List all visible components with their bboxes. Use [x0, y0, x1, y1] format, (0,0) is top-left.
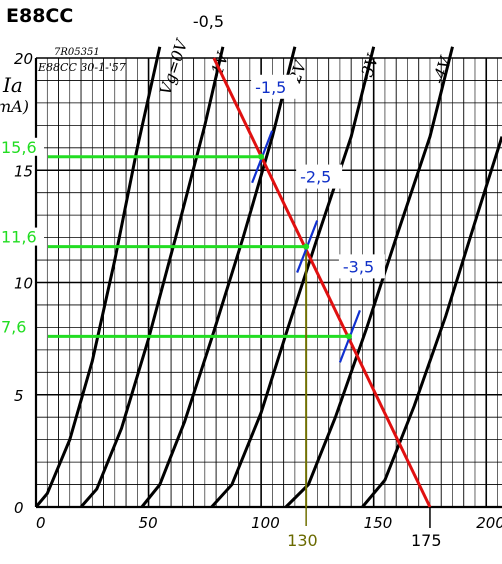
operating-point-label-bg: [296, 164, 343, 189]
plate-curve: [79, 46, 225, 508]
plate-curve: [210, 46, 376, 509]
y-guide-label: 15,6: [1, 138, 37, 157]
curve-label: -3V: [356, 51, 383, 84]
x-tick-label: 0: [36, 514, 46, 532]
grid: [34, 57, 502, 509]
operating-point-dot: [303, 243, 310, 250]
y-guide-label-bg: [0, 227, 44, 246]
operating-point-label: -3,5: [343, 257, 374, 276]
y-tick-label: 20: [14, 50, 33, 68]
plate-curve: [34, 46, 162, 508]
operating-point-dot: [345, 333, 352, 340]
y-tick-label: 5: [14, 387, 24, 405]
operating-point-label-bg: [251, 74, 298, 99]
chart-title: E88CC: [6, 5, 73, 27]
x-tick-label: 150: [364, 514, 393, 532]
top-label-bg: [191, 10, 234, 32]
y-guide-label: 7,6: [1, 317, 26, 336]
stamp-line-2: E88CC 30-1-'57: [37, 61, 126, 74]
plate-curve: [140, 46, 297, 508]
guides: 15,6 11,6 7,6 130 175 -0,5 -1,5 -2,5 -3,5: [0, 10, 442, 550]
top-annotation-label: -0,5: [193, 12, 224, 31]
operating-point-label: -2,5: [300, 168, 331, 187]
plate-curve: [284, 46, 454, 509]
y-axis-symbol: Ia: [2, 73, 23, 97]
y-tick-label: 15: [14, 162, 33, 180]
operating-point-label-bg: [338, 254, 385, 279]
x-tick-label: 100: [251, 514, 280, 532]
stamp-line-1: 7R05351: [54, 47, 100, 58]
y-tick-label: 0: [14, 499, 24, 517]
operating-point-label: -1,5: [255, 78, 286, 97]
plate-curve: [361, 136, 502, 508]
y-guide-label-bg: [0, 317, 34, 336]
curve-label: Vg=0V: [156, 36, 192, 97]
labels: 0 50 100 150 200 0 5 10 15 20: [14, 50, 502, 532]
load-line: [212, 57, 432, 508]
y-guide-label: 11,6: [1, 228, 37, 247]
load-line-segment: [212, 57, 432, 508]
x-tick-label: 200: [476, 514, 502, 532]
y-axis-unit: mA): [0, 97, 29, 116]
x-end-label: 175: [411, 531, 442, 550]
plate-curves: Vg=0V-1V-2V-3V-4V: [34, 36, 502, 509]
operating-point-dot: [258, 153, 265, 160]
y-axis-symbol-letter: Ia: [2, 73, 23, 97]
y-guide-label-bg: [0, 137, 44, 156]
x-guide-label: 130: [287, 531, 318, 550]
y-tick-label: 10: [14, 275, 33, 293]
x-tick-label: 50: [139, 514, 158, 532]
